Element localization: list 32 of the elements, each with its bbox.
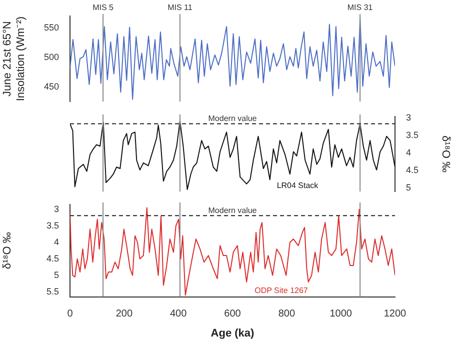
y2-tick-label: 4: [406, 148, 412, 158]
y-tick-label: 5: [54, 270, 59, 280]
y-tick-label: 5.5: [46, 286, 59, 296]
series-label: LR04 Stack: [276, 180, 320, 190]
x-tick-label: 1200: [384, 308, 407, 320]
y-tick-label: 4.5: [46, 253, 59, 264]
y-tick-label: 450: [44, 81, 59, 92]
ref-line-label: MIS 11: [168, 3, 193, 12]
y2-axis-title: δ¹⁸O ‰: [439, 135, 452, 173]
y-tick-label: 500: [44, 52, 59, 62]
y2-tick-label: 3: [406, 112, 412, 123]
ref-line-label: Modern value: [208, 114, 258, 123]
x-tick-label: 0: [67, 308, 74, 320]
y-tick-label: 3: [54, 204, 59, 214]
y2-tick-label: 3.5: [406, 130, 419, 140]
y2-tick-label: 5: [406, 182, 412, 193]
ref-line-label: MIS 5: [92, 3, 114, 12]
y2-tick-label: 4.5: [406, 165, 419, 176]
y-tick-label: 550: [44, 22, 59, 32]
x-tick-label: 200: [116, 308, 133, 320]
x-tick-label: 1000: [330, 308, 352, 320]
ref-line-label: MIS 31: [347, 3, 374, 12]
x-tick-label: 600: [224, 308, 242, 320]
y-axis-title: δ¹⁸O ‰: [2, 232, 14, 270]
y-tick-label: 4: [54, 236, 59, 247]
y-tick-label: 3.5: [46, 220, 59, 230]
x-tick-label: 800: [278, 308, 296, 320]
series-label: ODP Site 1267: [254, 286, 308, 296]
x-tick-label: 400: [170, 308, 188, 320]
x-axis-title: Age (ka): [210, 327, 255, 340]
y-axis-title: June 21st 65°N Insolation (Wm⁻²): [2, 16, 27, 102]
ref-line-label: Modern value: [208, 206, 258, 215]
